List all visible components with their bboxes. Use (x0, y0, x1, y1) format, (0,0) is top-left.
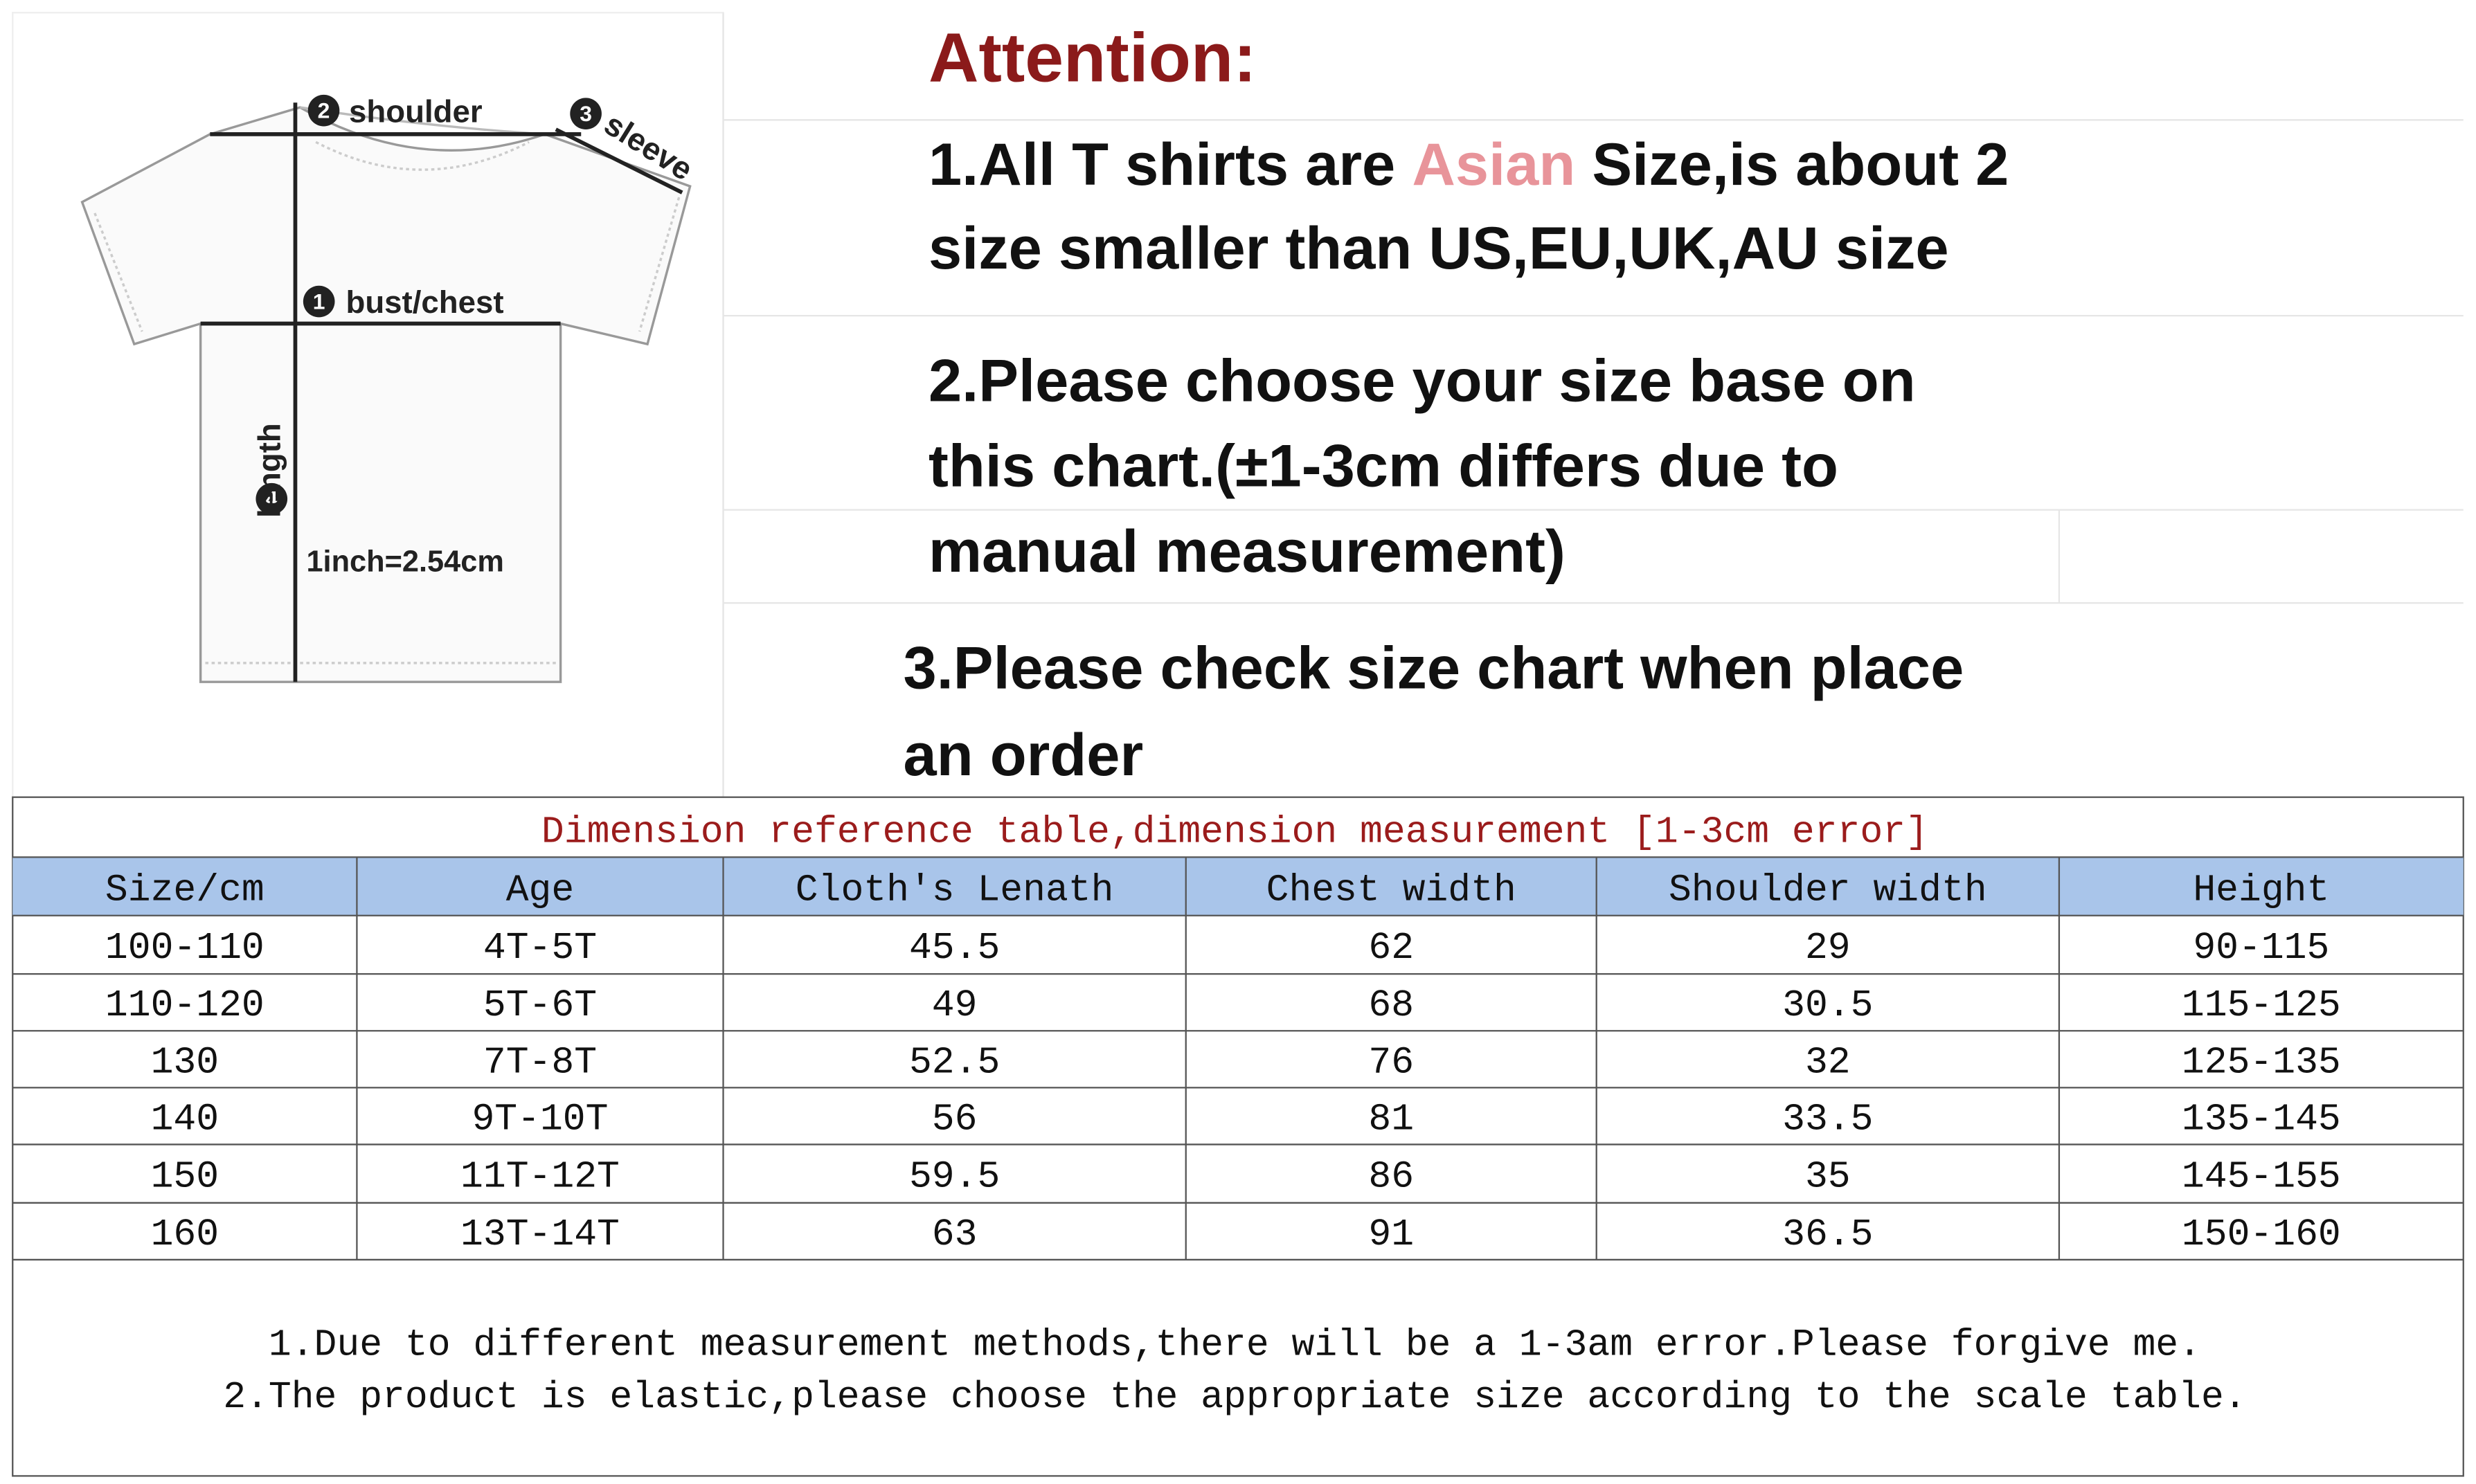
note-text: Size,is about 2 (1575, 132, 2009, 198)
table-cell: 86 (1368, 1156, 1414, 1199)
table-cell: 125-135 (2182, 1041, 2341, 1084)
number-badge (307, 94, 340, 127)
table-cell: 36.5 (1782, 1213, 1873, 1256)
table-cell: 56 (932, 1098, 978, 1141)
table-cell: 29 (1805, 927, 1851, 970)
footer-note: 2.The product is elastic,please choose t… (223, 1376, 2246, 1419)
measure-label: shoulder (349, 93, 483, 129)
table-cell: 100-110 (105, 927, 264, 970)
note-line: 3.Please check size chart when place (904, 635, 1964, 701)
size-table: Dimension reference table,dimension meas… (12, 796, 2464, 1477)
table-cell: 115-125 (2182, 984, 2341, 1027)
note-text: this chart.(±1-3cm differs due to (928, 433, 1838, 500)
conversion-note: 1inch=2.54cm (306, 545, 503, 579)
table-cell: 9T-10T (472, 1098, 608, 1141)
number-badge (570, 98, 602, 130)
note-text: size smaller than US,EU,UK,AU size (928, 215, 1949, 282)
table-cell: 35 (1805, 1156, 1851, 1199)
table-cell: 135-145 (2182, 1098, 2341, 1141)
table-cell: 91 (1368, 1213, 1414, 1256)
table-cell: 7T-8T (483, 1041, 597, 1084)
shirt-outline (80, 106, 692, 683)
note-text: manual measurement) (928, 518, 1566, 585)
separator-lines (722, 12, 2464, 797)
table-cell: 11T-12T (460, 1156, 620, 1199)
number-badge (303, 285, 335, 318)
note-line: this chart.(±1-3cm differs due to (928, 433, 1838, 500)
table-cell: 145-155 (2182, 1156, 2341, 1199)
number-label: 4 (265, 486, 278, 511)
table-cell: 5T-6T (483, 984, 597, 1027)
column-header: Size/cm (105, 869, 264, 912)
table-cell: 110-120 (105, 984, 264, 1027)
number-badge (255, 482, 288, 515)
footer-note: 1.Due to different measurement methods,t… (269, 1324, 2201, 1367)
table-cell: 4T-5T (483, 927, 597, 970)
measure-lines (200, 102, 683, 682)
table-cell: 90-115 (2193, 927, 2329, 970)
column-header: Chest width (1266, 869, 1516, 912)
note-line: 2.Please choose your size base on (928, 347, 1916, 414)
note-text: 1.All T shirts are (928, 132, 1412, 198)
table-cell: 150 (151, 1156, 219, 1199)
table-cell: 62 (1368, 927, 1414, 970)
column-header: Height (2193, 869, 2329, 912)
note-line: size smaller than US,EU,UK,AU size (928, 215, 1949, 282)
table-cell: 33.5 (1782, 1098, 1873, 1141)
table-cell: 130 (151, 1041, 219, 1084)
highlight-text: Asian (1412, 132, 1575, 198)
table-cell: 140 (151, 1098, 219, 1141)
table-title: Dimension reference table,dimension meas… (541, 811, 1928, 853)
table-cell: 32 (1805, 1041, 1851, 1084)
table-cell: 150-160 (2182, 1213, 2341, 1256)
table-cell: 30.5 (1782, 984, 1873, 1027)
table-cell: 81 (1368, 1098, 1414, 1141)
number-label: 3 (580, 101, 592, 126)
number-label: 2 (318, 98, 330, 123)
measure-label: length (251, 423, 287, 518)
note-line: manual measurement) (928, 518, 1566, 585)
measure-label: bust/chest (346, 284, 503, 320)
note-line: an order (904, 722, 1144, 788)
note-text: an order (904, 722, 1144, 788)
column-header: Shoulder width (1669, 869, 1987, 912)
table-cell: 160 (151, 1213, 219, 1256)
table-cell: 68 (1368, 984, 1414, 1027)
table-cell: 45.5 (909, 927, 1000, 970)
note-text: 3.Please check size chart when place (904, 635, 1964, 701)
table-cell: 63 (932, 1213, 978, 1256)
attention-block: Attention: 1.All T shirts are Asian Size,… (904, 19, 2009, 788)
note-text: 2.Please choose your size base on (928, 347, 1916, 414)
column-header: Cloth's Lenath (796, 869, 1114, 912)
table-cell: 59.5 (909, 1156, 1000, 1199)
table-cell: 49 (932, 984, 978, 1027)
note-line: 1.All T shirts are Asian Size,is about 2 (928, 132, 2009, 198)
table-cell: 76 (1368, 1041, 1414, 1084)
header-background (12, 857, 2464, 916)
table-cell: 13T-14T (460, 1213, 620, 1256)
number-label: 1 (313, 289, 325, 314)
column-header: Age (506, 869, 575, 912)
table-cell: 52.5 (909, 1041, 1000, 1084)
attention-title: Attention: (928, 19, 1257, 97)
